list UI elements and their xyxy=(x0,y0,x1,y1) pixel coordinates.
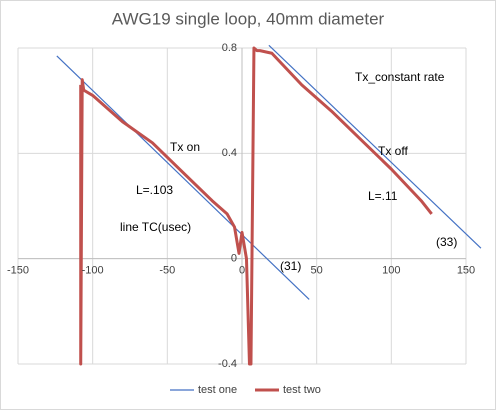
legend-label: test one xyxy=(198,384,237,396)
series-line xyxy=(79,46,433,366)
series-line xyxy=(56,55,310,300)
y-tick-label: 0.8 xyxy=(222,42,237,54)
series-line xyxy=(268,44,482,249)
annotation: Tx on xyxy=(170,140,200,154)
y-tick-label: 0.4 xyxy=(222,147,237,159)
annotation: L=.11 xyxy=(368,189,398,203)
annotation: line TC(usec) xyxy=(120,220,191,234)
x-tick-label: -150 xyxy=(7,265,29,277)
legend-label: test two xyxy=(283,384,321,396)
x-tick-label: 100 xyxy=(382,265,400,277)
x-tick-label: -50 xyxy=(159,265,175,277)
plot xyxy=(56,44,482,366)
annotation: Tx_constant rate xyxy=(355,70,445,84)
annotation: (33) xyxy=(436,235,457,249)
y-tick-label: -0.4 xyxy=(218,358,237,370)
x-tick-label: 50 xyxy=(311,265,323,277)
annotation: Tx off xyxy=(378,144,408,158)
x-tick-label: 0 xyxy=(239,265,245,277)
annotation: (31) xyxy=(280,259,301,273)
x-tick-label: 150 xyxy=(457,265,475,277)
annotation: L=.103 xyxy=(136,183,173,197)
chart-title: AWG19 single loop, 40mm diameter xyxy=(112,9,385,28)
y-tick-label: 0 xyxy=(231,253,237,265)
grid xyxy=(17,47,467,365)
x-tick-label: -100 xyxy=(82,265,104,277)
